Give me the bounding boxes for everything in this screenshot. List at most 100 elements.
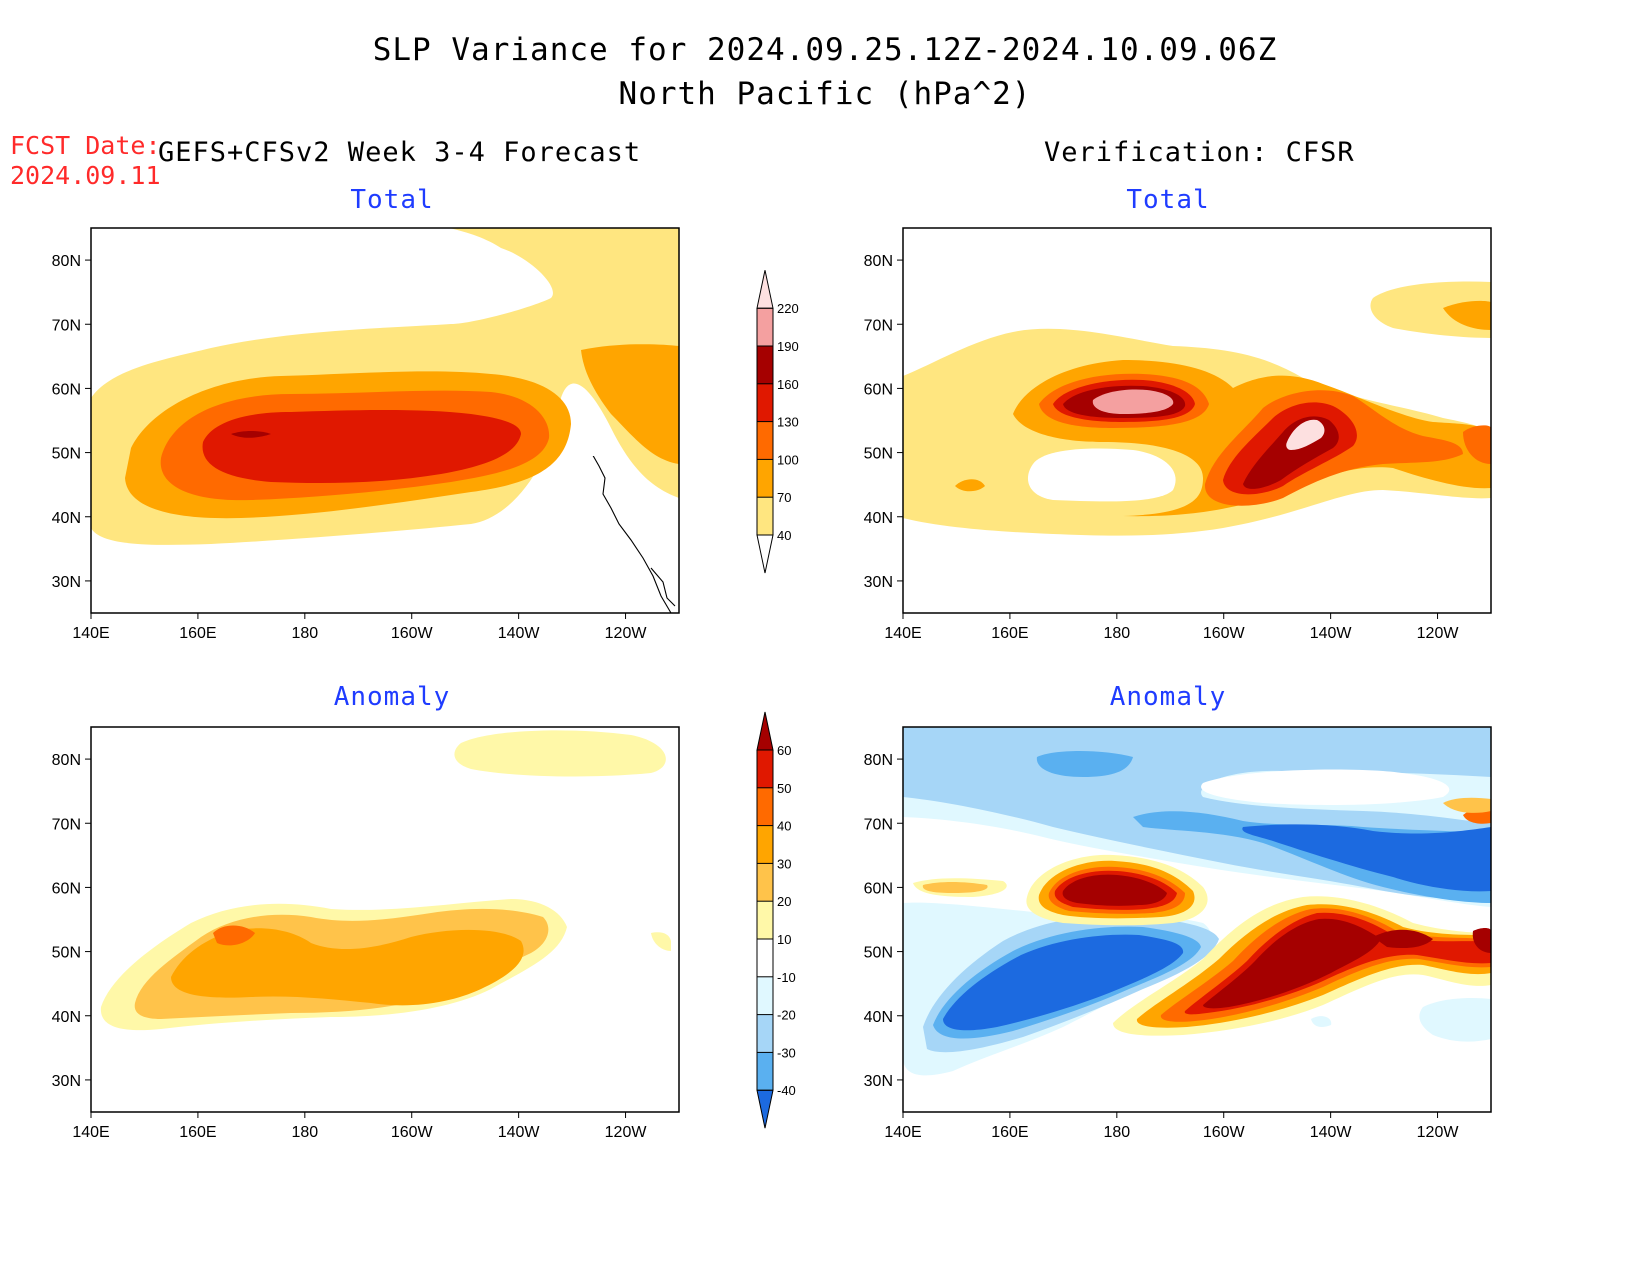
- lat-tick-label: 70N: [864, 816, 893, 833]
- verification-total-axes: 80N 70N 60N 50N 40N 30N 140E 160E 180 160W 140W 120…: [864, 253, 1460, 642]
- colorbar-anomaly-high-arrow: [756, 711, 774, 751]
- colorbar-anomaly-label: -10: [777, 970, 796, 985]
- colorbar-anomaly-label: 30: [777, 856, 791, 871]
- colorbar-total-low-arrow: [756, 534, 774, 574]
- colorbar-total-swatch: [757, 459, 773, 498]
- lon-tick-label: 140E: [884, 1124, 921, 1141]
- forecast-total-panel: 80N 70N 60N 50N 40N 30N 140E 160E 180 160W 140W 120…: [52, 227, 680, 642]
- colorbar-total-swatch: [757, 497, 773, 535]
- colorbar-total-label: 130: [777, 415, 799, 430]
- lat-tick-label: 70N: [864, 317, 893, 334]
- forecast-anomaly-title: Anomaly: [333, 682, 451, 712]
- lon-tick-label: 140W: [498, 625, 541, 642]
- colorbar-total-label: 190: [777, 339, 799, 354]
- lon-tick-label: 180: [291, 625, 318, 642]
- lat-tick-label: 80N: [52, 253, 81, 270]
- lon-tick-label: 160W: [1203, 625, 1246, 642]
- forecast-column-title: GEFS+CFSv2 Week 3-4 Forecast: [158, 137, 642, 168]
- lon-tick-label: 120W: [605, 1124, 648, 1141]
- verification-anomaly-title: Anomaly: [1109, 682, 1227, 712]
- lon-tick-label: 120W: [1417, 1124, 1460, 1141]
- lon-tick-label: 180: [291, 1124, 318, 1141]
- lat-tick-label: 60N: [864, 880, 893, 897]
- forecast-anomaly-axes: 80N 70N 60N 50N 40N 30N 140E 160E 180 160W 140W 120…: [52, 752, 648, 1141]
- forecast-anomaly-field: [100, 730, 671, 1031]
- forecast-total-axes: 80N 70N 60N 50N 40N 30N 140E 160E 180 160W 140W 120…: [52, 253, 648, 642]
- colorbar-anomaly-swatch: [757, 1014, 773, 1053]
- colorbar-total-swatch: [757, 383, 773, 422]
- lat-tick-label: 60N: [52, 381, 81, 398]
- lat-tick-label: 50N: [864, 945, 893, 962]
- verification-anomaly-axes: 80N 70N 60N 50N 40N 30N 140E 160E 180 160W 140W 120…: [864, 752, 1460, 1141]
- colorbar-anomaly-swatch: [757, 1052, 773, 1091]
- lon-tick-label: 140W: [498, 1124, 541, 1141]
- forecast-anomaly-panel: 80N 70N 60N 50N 40N 30N 140E 160E 180 160W 140W 120…: [52, 726, 680, 1141]
- colorbar-anomaly-low-arrow: [756, 1089, 774, 1129]
- anomaly-colorbar: 60 50 40 30 20 10 -10 -20 -30 -40: [756, 711, 796, 1129]
- colorbar-total-high-arrow: [756, 270, 774, 309]
- verification-total-panel: 80N 70N 60N 50N 40N 30N 140E 160E 180 160W 140W 120…: [864, 227, 1492, 642]
- colorbar-total-label: 160: [777, 377, 799, 392]
- verification-total-frame: [902, 227, 1492, 614]
- forecast-total-field: [91, 228, 679, 545]
- lon-tick-label: 160W: [391, 1124, 434, 1141]
- colorbar-anomaly-label: 50: [777, 781, 791, 796]
- total-colorbar: 40 70 100 130 160 190 220: [756, 270, 799, 574]
- lat-tick-label: 30N: [864, 1073, 893, 1090]
- verification-anomaly-panel: 80N 70N 60N 50N 40N 30N 140E 160E 180 160W 140W 120…: [864, 726, 1492, 1141]
- colorbar-anomaly-swatch: [757, 750, 773, 788]
- forecast-total-frame: [90, 227, 680, 614]
- lon-tick-label: 160E: [179, 625, 216, 642]
- colorbar-anomaly-label: -40: [777, 1083, 796, 1098]
- colorbar-total-label: 220: [777, 301, 799, 316]
- lon-tick-label: 180: [1103, 1124, 1130, 1141]
- lat-tick-label: 30N: [52, 1073, 81, 1090]
- lat-tick-label: 30N: [52, 574, 81, 591]
- colorbar-anomaly-swatch: [757, 825, 773, 864]
- colorbar-anomaly-label: 60: [777, 743, 791, 758]
- fcst-date-label: FCST Date:: [10, 131, 161, 160]
- lat-tick-label: 60N: [864, 381, 893, 398]
- colorbar-anomaly-label: 40: [777, 819, 791, 834]
- lon-tick-label: 140E: [884, 625, 921, 642]
- chart-title: SLP Variance for 2024.09.25.12Z-2024.10.…: [372, 32, 1278, 68]
- lat-tick-label: 80N: [864, 752, 893, 769]
- lat-tick-label: 80N: [52, 752, 81, 769]
- lon-tick-label: 140E: [72, 625, 109, 642]
- lon-tick-label: 160E: [179, 1124, 216, 1141]
- lon-tick-label: 140W: [1310, 625, 1353, 642]
- colorbar-anomaly-swatch: [757, 901, 773, 939]
- colorbar-total-label: 40: [777, 528, 791, 543]
- lat-tick-label: 50N: [864, 446, 893, 463]
- forecast-anomaly-frame: [90, 726, 680, 1113]
- colorbar-total-label: 100: [777, 452, 799, 467]
- colorbar-total-swatch: [757, 421, 773, 460]
- lon-tick-label: 120W: [605, 625, 648, 642]
- verification-total-title: Total: [1126, 185, 1210, 215]
- lon-tick-label: 180: [1103, 625, 1130, 642]
- lon-tick-label: 120W: [1417, 625, 1460, 642]
- fcst-date-value: 2024.09.11: [10, 161, 161, 190]
- lon-tick-label: 160E: [991, 1124, 1028, 1141]
- colorbar-anomaly-label: 20: [777, 894, 791, 909]
- colorbar-total-label: 70: [777, 490, 791, 505]
- lat-tick-label: 40N: [864, 1009, 893, 1026]
- verification-anomaly-frame: [902, 726, 1492, 1113]
- colorbar-anomaly-label: 10: [777, 932, 791, 947]
- lat-tick-label: 40N: [864, 510, 893, 527]
- lon-tick-label: 160W: [1203, 1124, 1246, 1141]
- colorbar-total-swatch: [757, 346, 773, 384]
- lat-tick-label: 30N: [864, 574, 893, 591]
- lat-tick-label: 50N: [52, 945, 81, 962]
- lat-tick-label: 80N: [864, 253, 893, 270]
- colorbar-anomaly-swatch: [757, 787, 773, 826]
- forecast-total-title: Total: [350, 185, 434, 215]
- lat-tick-label: 60N: [52, 880, 81, 897]
- colorbar-anomaly-swatch: [757, 976, 773, 1015]
- verification-anomaly-field: [903, 727, 1491, 1076]
- lat-tick-label: 70N: [52, 317, 81, 334]
- lon-tick-label: 140E: [72, 1124, 109, 1141]
- colorbar-anomaly-label: -30: [777, 1045, 796, 1060]
- verification-column-title: Verification: CFSR: [1044, 137, 1355, 168]
